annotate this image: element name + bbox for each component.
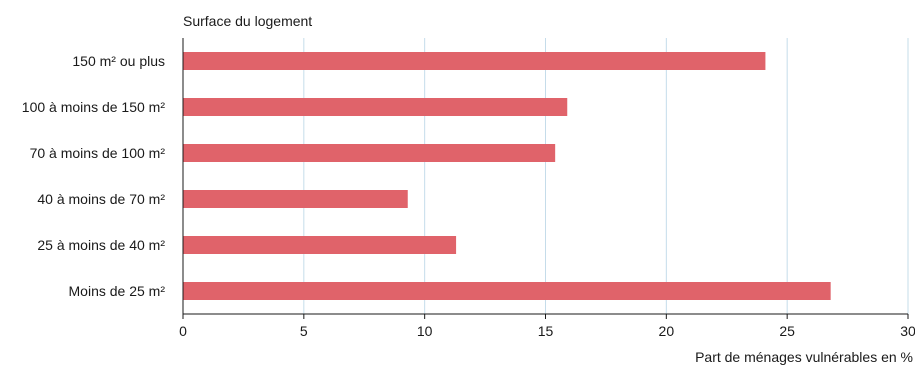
x-tick-label: 20 <box>659 323 675 339</box>
x-tick-label: 15 <box>538 323 554 339</box>
category-labels: 150 m² ou plus 100 à moins de 150 m² 70 à … <box>22 53 166 299</box>
bars <box>183 52 831 300</box>
x-tick-label: 30 <box>900 323 915 339</box>
chart-title: Surface du logement <box>183 13 312 29</box>
category-label: 25 à moins de 40 m² <box>37 237 165 253</box>
x-tick-label: 25 <box>779 323 795 339</box>
bar <box>183 144 556 162</box>
bar <box>183 282 831 300</box>
x-tick-label: 5 <box>300 323 308 339</box>
bar <box>183 98 568 116</box>
x-tick-label: 0 <box>179 323 187 339</box>
x-ticks: 0 5 10 15 20 25 30 <box>179 314 915 339</box>
category-label: Moins de 25 m² <box>69 283 166 299</box>
category-label: 40 à moins de 70 m² <box>37 191 165 207</box>
category-label: 150 m² ou plus <box>72 53 165 69</box>
bar <box>183 236 457 254</box>
bar <box>183 190 408 208</box>
category-label: 100 à moins de 150 m² <box>22 99 166 115</box>
x-tick-label: 10 <box>417 323 433 339</box>
bar <box>183 52 766 70</box>
gridlines <box>303 38 909 314</box>
x-axis-title: Part de ménages vulnérables en % <box>695 349 913 365</box>
category-label: 70 à moins de 100 m² <box>30 145 166 161</box>
